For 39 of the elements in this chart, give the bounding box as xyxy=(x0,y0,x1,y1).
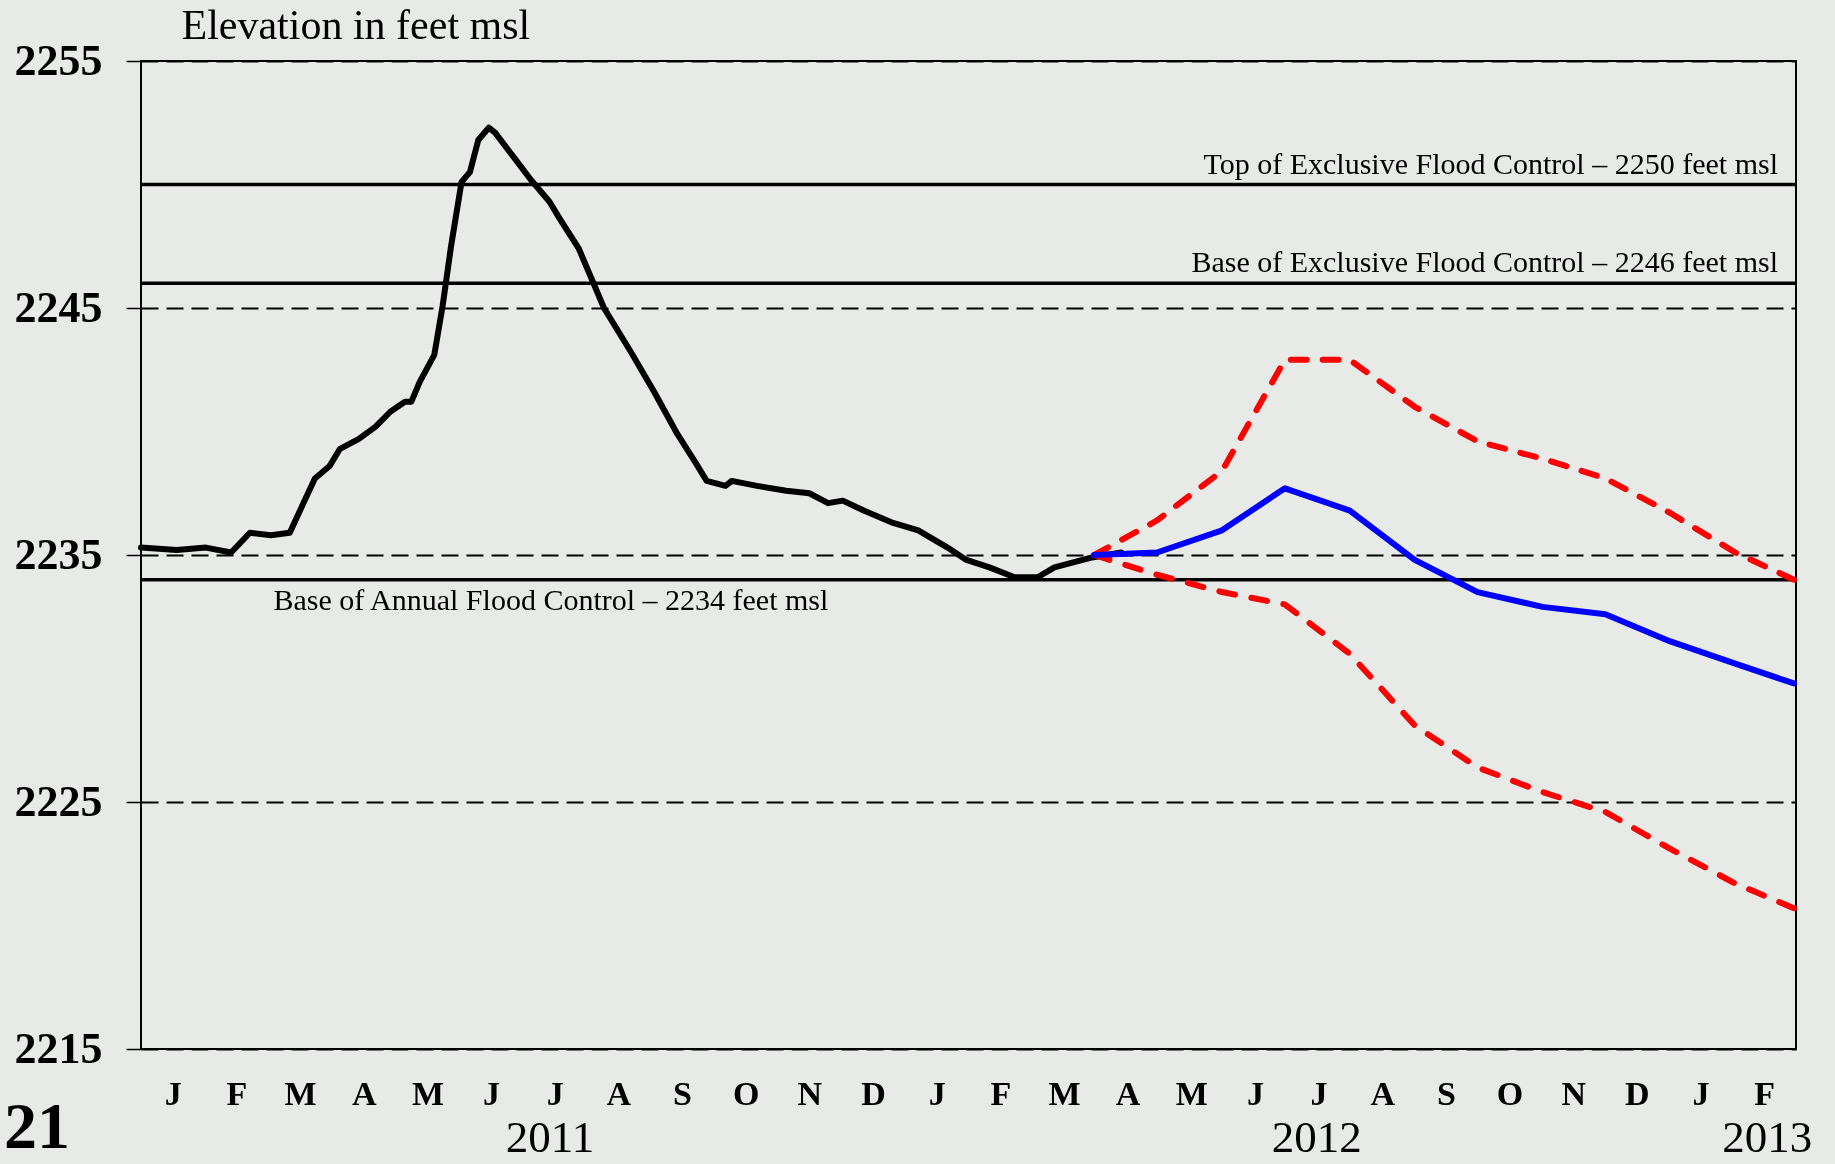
y-tick-label: 2225 xyxy=(14,776,103,826)
x-tick-label: S xyxy=(1436,1074,1456,1112)
x-tick-label: O xyxy=(1496,1074,1524,1112)
x-tick-label: J xyxy=(928,1074,946,1112)
x2-tick-label: 2011 xyxy=(505,1111,595,1162)
x2-tick-label: 2012 xyxy=(1271,1111,1362,1162)
x-tick-label: F xyxy=(1754,1074,1776,1112)
x-tick-label: N xyxy=(1561,1074,1587,1112)
y-tick-label: 2215 xyxy=(14,1023,103,1073)
x-tick-label: J xyxy=(546,1074,564,1112)
x-tick-label: J xyxy=(483,1074,501,1112)
x-tick-label: A xyxy=(1370,1074,1396,1112)
y-tick-label: 2255 xyxy=(14,35,103,85)
y-tick-label: 2235 xyxy=(14,529,103,579)
text: 21 xyxy=(4,1089,70,1162)
x-tick-label: N xyxy=(797,1074,823,1112)
x-tick-label: J xyxy=(164,1074,182,1112)
x-tick-label: M xyxy=(284,1074,317,1112)
x-tick-label: J xyxy=(1692,1074,1710,1112)
x-tick-label: F xyxy=(226,1074,248,1112)
ref-line-label: Top of Exclusive Flood Control – 2250 feet msl xyxy=(1203,146,1778,180)
ref-line-label: Base of Annual Flood Control – 2234 feet msl xyxy=(273,582,829,616)
y-tick-label: 2245 xyxy=(14,282,103,332)
x-tick-label: M xyxy=(1175,1074,1208,1112)
x-tick-label: F xyxy=(990,1074,1012,1112)
x-tick-label: M xyxy=(1048,1074,1081,1112)
x-tick-label: S xyxy=(673,1074,693,1112)
x-tick-label: O xyxy=(732,1074,760,1112)
y-axis-title: Elevation in feet msl xyxy=(181,1,531,48)
x2-tick-label: 2013 xyxy=(1722,1111,1813,1162)
x-tick-label: M xyxy=(411,1074,444,1112)
x-tick-label: A xyxy=(1115,1074,1141,1112)
x-tick-label: D xyxy=(861,1074,886,1112)
x-tick-label: A xyxy=(606,1074,632,1112)
x-tick-label: J xyxy=(1246,1074,1264,1112)
x-tick-label: A xyxy=(352,1074,378,1112)
x-tick-label: D xyxy=(1625,1074,1650,1112)
x-tick-label: J xyxy=(1310,1074,1328,1112)
ref-line-label: Base of Exclusive Flood Control – 2246 feet msl xyxy=(1191,245,1778,279)
